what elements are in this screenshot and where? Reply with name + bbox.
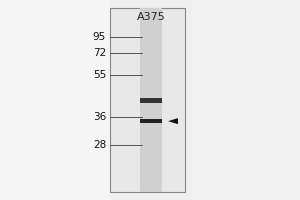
Text: 95: 95: [93, 32, 106, 42]
Text: 28: 28: [93, 140, 106, 150]
Bar: [140, 119, 162, 123]
Bar: [0, 0, 110, 200]
Bar: [140, 8, 162, 192]
Text: 72: 72: [93, 48, 106, 58]
Polygon shape: [168, 118, 178, 124]
Bar: [110, 8, 185, 192]
Text: 36: 36: [93, 112, 106, 122]
Bar: [140, 98, 162, 103]
Text: A375: A375: [136, 12, 165, 22]
Text: 55: 55: [93, 70, 106, 80]
